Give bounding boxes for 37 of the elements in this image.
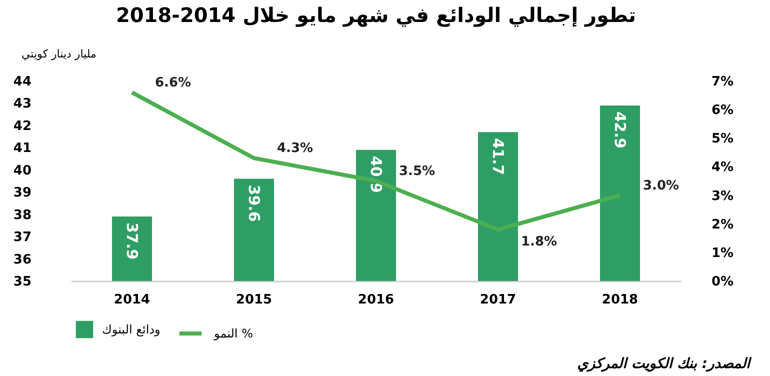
y-tick-label: 35	[13, 274, 32, 290]
y-tick-label: 40	[13, 163, 32, 178]
y2-tick-label: 1%	[712, 246, 734, 261]
data-label: 6.6%	[155, 75, 192, 90]
y2-tick-label: 0%	[712, 274, 734, 290]
data-label: 41.7	[489, 138, 507, 176]
y-tick-label: 38	[13, 208, 32, 223]
y2-tick-label: 4%	[712, 160, 734, 176]
x-tick-label: 2016	[358, 292, 394, 308]
x-tick-label: 2017	[480, 292, 516, 308]
x-tick-label: 2014	[114, 292, 150, 308]
y2-tick-label: 7%	[712, 74, 734, 90]
data-label: 3.0%	[643, 178, 680, 194]
data-label: 4.3%	[277, 141, 314, 156]
data-label: 37.9	[123, 222, 141, 260]
y-tick-label: 36	[13, 252, 32, 268]
x-tick-label: 2015	[236, 292, 272, 308]
y2-tick-label: 5%	[712, 132, 734, 147]
y-tick-label: 44	[13, 74, 32, 90]
y2-tick-label: 2%	[712, 217, 734, 232]
x-tick-label: 2018	[602, 292, 638, 308]
data-label: 39.6	[245, 184, 263, 222]
legend-label: ودائع البنوك	[102, 322, 160, 336]
data-label: 42.9	[611, 111, 629, 148]
y2-tick-label: 6%	[712, 103, 734, 118]
y-tick-label: 41	[13, 141, 32, 156]
data-label: 1.8%	[521, 234, 558, 250]
y-tick-label: 39	[13, 186, 32, 201]
y2-tick-label: 3%	[712, 188, 734, 204]
y-tick-label: 43	[13, 96, 32, 112]
data-label: 3.5%	[399, 164, 436, 179]
text: المصدر: بنك الكويت المركزي	[576, 356, 752, 372]
y-tick-label: 42	[13, 118, 32, 134]
y-axis-title: مليار دينار كويتي	[22, 48, 97, 60]
y-tick-label: 37	[13, 230, 32, 246]
chart-title: تطور إجمالي الودائع في شهر مايو خلال 2014-2018	[116, 3, 636, 27]
legend-label: النمو %	[213, 326, 253, 340]
